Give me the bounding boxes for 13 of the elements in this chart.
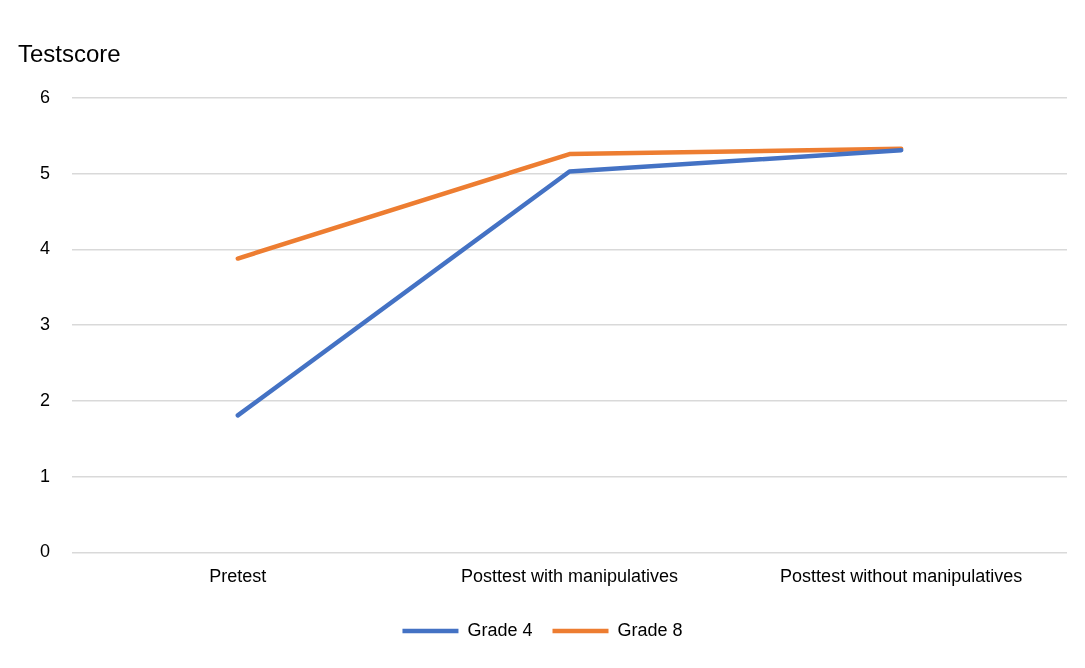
y-tick-label: 2 [40,389,51,410]
x-tick-label: Posttest without manipulatives [780,566,1023,587]
y-axis-title: Testscore [18,40,121,68]
y-tick-label: 3 [40,314,51,335]
x-tick-label: Pretest [209,566,267,587]
y-tick-label: 0 [40,541,51,562]
y-tick-label: 5 [40,162,51,183]
y-tick-label: 4 [40,238,51,259]
legend-label: Grade 4 [467,619,533,640]
x-tick-label: Posttest with manipulatives [460,566,679,587]
y-tick-label: 6 [40,86,51,107]
legend-label: Grade 8 [617,619,683,640]
y-tick-label: 1 [40,465,51,486]
